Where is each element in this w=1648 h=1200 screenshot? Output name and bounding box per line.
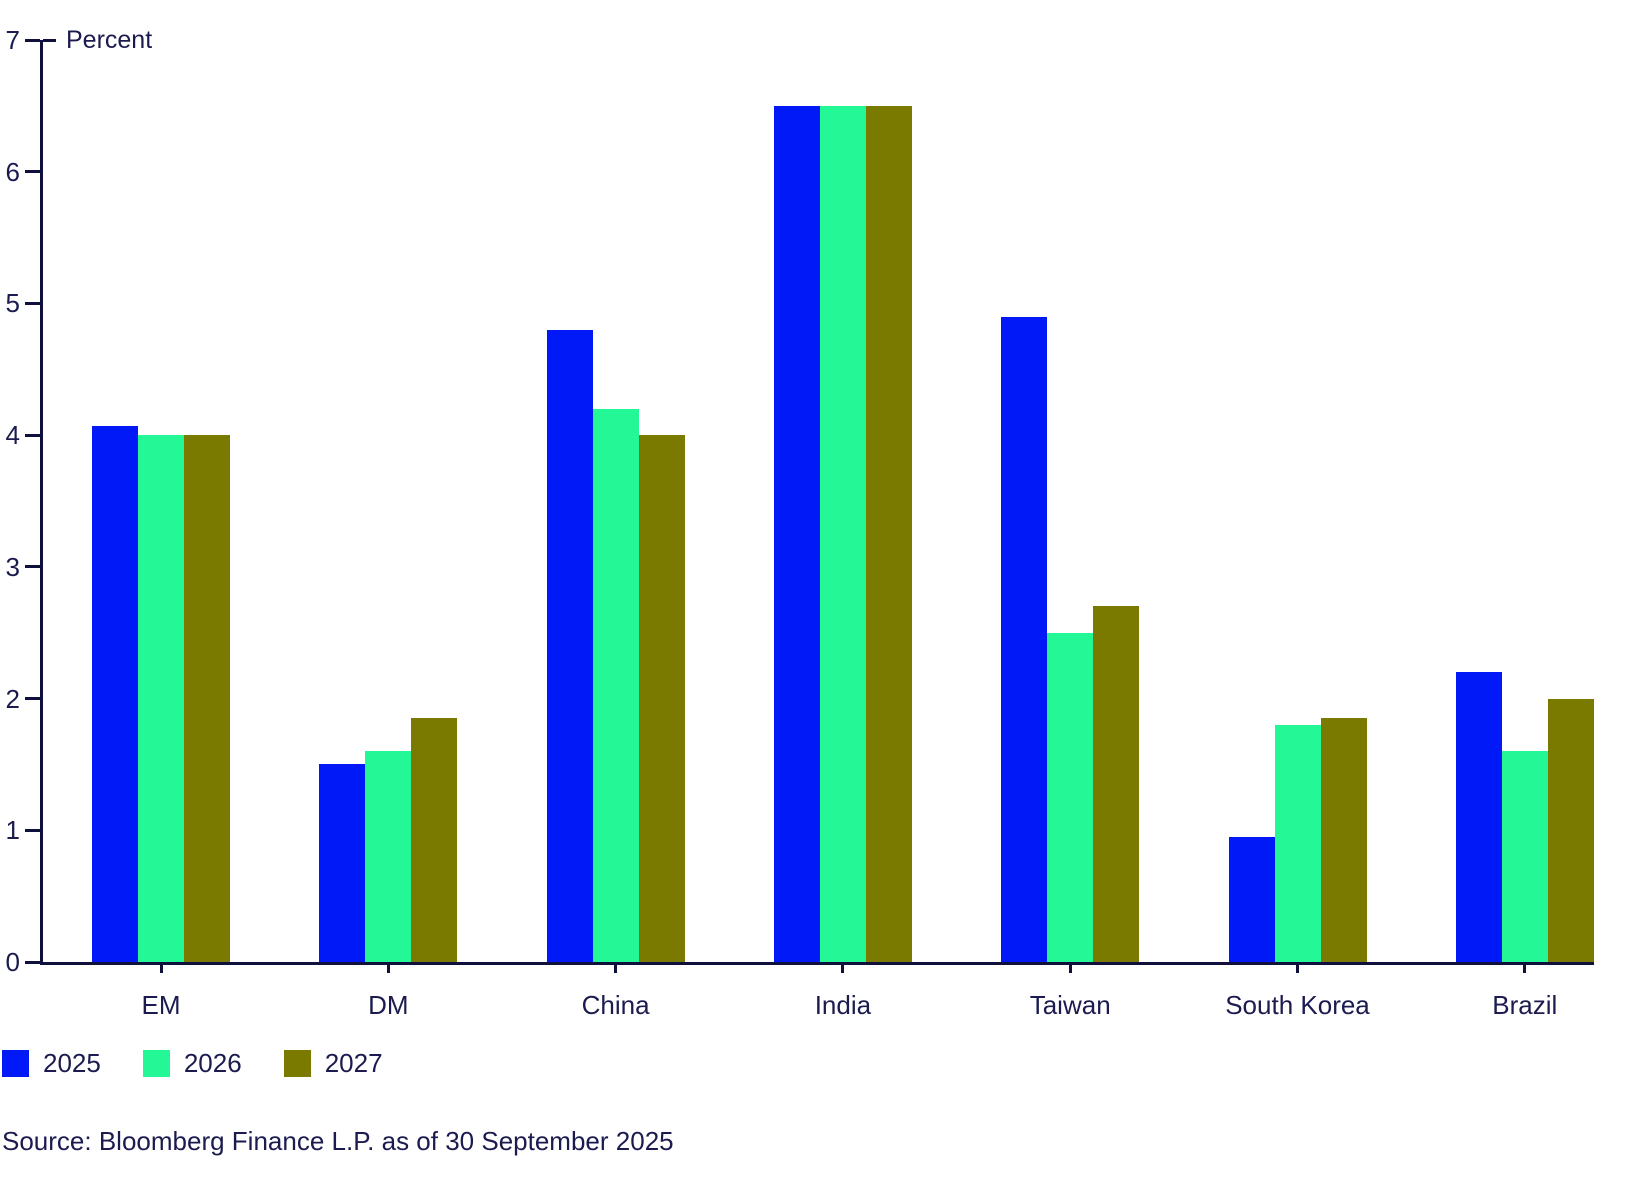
bar-brazil-2027 <box>1547 698 1594 962</box>
bar-india-2026 <box>819 105 866 962</box>
legend-item-2027: 2027 <box>283 1048 383 1079</box>
y-tick-label-1: 1 <box>5 815 20 846</box>
x-label-em: EM <box>141 990 181 1020</box>
y-tick-6 <box>25 170 40 174</box>
x-tick-em <box>159 962 163 973</box>
y-tick-label-3: 3 <box>5 551 20 582</box>
bar-south-korea-2027 <box>1320 718 1367 962</box>
y-tick-label-5: 5 <box>5 288 20 319</box>
bar-china-2027 <box>638 435 685 962</box>
bar-em-2025 <box>92 425 138 962</box>
y-axis-title: Percent <box>66 26 153 54</box>
legend-swatch-2026 <box>142 1050 170 1077</box>
bar-em-2026 <box>138 435 184 962</box>
y-tick-label-2: 2 <box>5 683 20 714</box>
y-tick-2 <box>25 697 40 701</box>
x-label-taiwan: Taiwan <box>1029 990 1111 1020</box>
y-tick-1 <box>25 828 40 832</box>
bar-em-2027 <box>184 435 230 962</box>
x-tick-taiwan <box>1068 962 1072 973</box>
y-tick-5 <box>25 301 40 305</box>
x-tick-brazil <box>1523 962 1527 973</box>
y-tick-0 <box>25 960 40 964</box>
bar-south-korea-2025 <box>1228 836 1275 962</box>
y-axis-line <box>40 40 43 962</box>
bar-dm-2027 <box>411 718 458 962</box>
bar-china-2025 <box>546 329 593 962</box>
bar-dm-2025 <box>319 764 366 962</box>
legend-item-2026: 2026 <box>142 1048 242 1079</box>
bar-china-2026 <box>592 408 639 962</box>
y-tick-label-7: 7 <box>5 25 20 55</box>
y-tick-7 <box>25 38 40 42</box>
bar-brazil-2026 <box>1501 751 1548 962</box>
legend: 2025 2026 2027 <box>2 1048 383 1079</box>
bar-taiwan-2026 <box>1047 632 1094 962</box>
x-tick-china <box>614 962 618 973</box>
x-label-south-korea: South Korea <box>1225 990 1370 1020</box>
x-label-china: China <box>581 990 650 1020</box>
bar-dm-2026 <box>365 751 412 962</box>
x-label-dm: DM <box>368 990 409 1020</box>
y-tick-label-0: 0 <box>5 947 20 977</box>
bar-brazil-2025 <box>1455 672 1502 962</box>
bar-south-korea-2026 <box>1274 724 1321 962</box>
bar-taiwan-2027 <box>1093 606 1140 962</box>
x-tick-south-korea <box>1296 962 1299 973</box>
legend-swatch-2027 <box>283 1050 311 1077</box>
y-tick-label-4: 4 <box>5 420 20 451</box>
source-note: Source: Bloomberg Finance L.P. as of 30 … <box>2 1126 674 1156</box>
legend-label-2027: 2027 <box>324 1048 383 1078</box>
legend-label-2025: 2025 <box>43 1048 101 1078</box>
legend-item-2025: 2025 <box>2 1048 101 1079</box>
x-label-brazil: Brazil <box>1492 990 1558 1020</box>
x-axis-line <box>40 962 1594 965</box>
bar-india-2025 <box>773 105 820 962</box>
y-tick-4 <box>25 433 40 437</box>
x-label-india: India <box>814 990 872 1020</box>
plot-area: 0 1 2 3 4 5 6 7 EM DM China India Taiwan South Korea B… <box>6 25 1594 1020</box>
y-tick-3 <box>25 565 40 569</box>
legend-label-2026: 2026 <box>183 1048 242 1078</box>
legend-swatch-2025 <box>2 1050 29 1077</box>
x-tick-dm <box>386 962 390 973</box>
y-tick-7-right <box>43 38 56 42</box>
y-tick-label-6: 6 <box>5 156 20 187</box>
x-tick-india <box>841 962 845 973</box>
bar-india-2027 <box>865 105 912 962</box>
bar-taiwan-2025 <box>1001 316 1048 962</box>
